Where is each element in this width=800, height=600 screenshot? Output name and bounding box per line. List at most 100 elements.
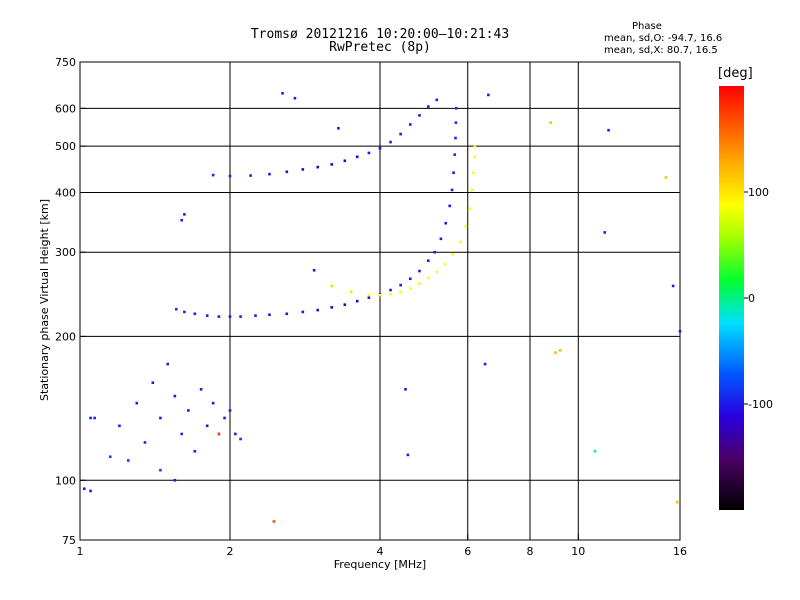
data-point <box>483 362 487 366</box>
x-tick-label: 8 <box>527 545 534 558</box>
data-point <box>464 224 468 228</box>
chart-title: Tromsø 20121216 10:20:00–10:21:43 <box>250 27 510 42</box>
data-point <box>82 487 86 491</box>
data-point <box>239 315 242 318</box>
colorbar-tick-label: 100 <box>748 186 769 199</box>
data-point <box>205 314 209 317</box>
data-point <box>187 409 190 412</box>
data-point <box>285 312 289 316</box>
y-tick-label: 750 <box>55 56 76 69</box>
data-point <box>228 409 232 412</box>
data-point <box>453 153 457 156</box>
data-point <box>378 293 382 297</box>
data-point <box>439 237 443 241</box>
data-point <box>399 132 402 136</box>
data-point <box>268 313 271 317</box>
grid <box>80 62 680 540</box>
data-point <box>444 221 448 225</box>
data-point <box>254 314 257 317</box>
data-point <box>664 176 668 179</box>
colorbar-ticks: 100 0 -100 <box>744 186 773 411</box>
data-point <box>554 351 557 354</box>
data-point <box>268 172 271 176</box>
data-point <box>443 263 447 266</box>
data-point <box>418 114 421 117</box>
x-mode-values: 80.7, 16.5 <box>666 45 718 56</box>
data-point <box>607 128 610 132</box>
y-tick-label: 100 <box>55 474 76 487</box>
x-tick-label: 10 <box>571 545 585 558</box>
data-point <box>389 140 392 144</box>
data-point <box>472 171 475 175</box>
data-points <box>82 92 682 523</box>
chart-subtitle: RwPretec (8p) <box>329 40 431 55</box>
data-point <box>418 269 421 273</box>
data-point <box>399 290 402 294</box>
o-mode-label: mean, sd,O: <box>604 33 665 44</box>
data-point <box>487 93 490 97</box>
data-point <box>211 173 215 177</box>
data-point <box>671 284 675 288</box>
data-point <box>183 310 186 314</box>
data-point <box>272 520 276 523</box>
data-point <box>180 218 184 222</box>
colorbar <box>719 86 744 510</box>
data-point <box>285 170 289 174</box>
data-point <box>343 303 347 306</box>
data-point <box>166 362 170 366</box>
data-point <box>199 388 203 391</box>
colorbar-tick-label: 0 <box>748 292 755 305</box>
data-point <box>408 277 412 281</box>
data-point <box>389 292 392 296</box>
data-point <box>678 329 682 333</box>
colorbar-tick-label: -100 <box>748 398 773 411</box>
data-point <box>426 105 430 108</box>
y-axis-title: Stationary phase Virtual Height [km] <box>38 199 51 401</box>
data-point <box>454 107 458 110</box>
data-point <box>211 401 215 405</box>
data-point <box>593 449 597 453</box>
data-point <box>135 401 139 405</box>
data-point <box>159 416 162 420</box>
data-point <box>367 296 371 299</box>
colorbar-unit-label: [deg] <box>718 66 753 81</box>
data-point <box>404 388 407 391</box>
data-point <box>349 290 353 294</box>
data-point <box>173 394 177 398</box>
data-point <box>180 432 184 436</box>
data-point <box>468 207 471 210</box>
x-tick-label: 2 <box>227 545 234 558</box>
data-point <box>558 349 562 352</box>
data-point <box>454 136 457 140</box>
data-point <box>343 159 347 163</box>
x-tick-label: 6 <box>464 545 471 558</box>
data-point <box>143 441 147 444</box>
data-point <box>418 282 421 285</box>
data-point <box>151 381 155 385</box>
data-point <box>217 315 221 318</box>
y-tick-label: 75 <box>62 534 76 547</box>
data-point <box>228 315 232 318</box>
y-tick-label: 400 <box>55 186 76 199</box>
x-tick-label: 4 <box>377 545 384 558</box>
data-point <box>367 151 371 155</box>
data-point <box>454 121 458 124</box>
data-point <box>330 163 334 166</box>
data-point <box>159 468 162 472</box>
data-point <box>435 270 439 274</box>
data-point <box>93 416 96 420</box>
x-tick-label: 16 <box>673 545 687 558</box>
data-point <box>234 432 237 436</box>
data-point <box>89 489 92 493</box>
data-point <box>408 123 412 126</box>
x-tick-label: 1 <box>77 545 84 558</box>
data-point <box>408 287 412 290</box>
data-point <box>603 231 607 234</box>
data-point <box>389 288 392 292</box>
data-point <box>173 478 177 482</box>
data-point <box>330 306 334 309</box>
data-point <box>473 144 477 148</box>
data-point <box>337 126 340 130</box>
o-mode-values: -94.7, 16.6 <box>667 33 723 44</box>
